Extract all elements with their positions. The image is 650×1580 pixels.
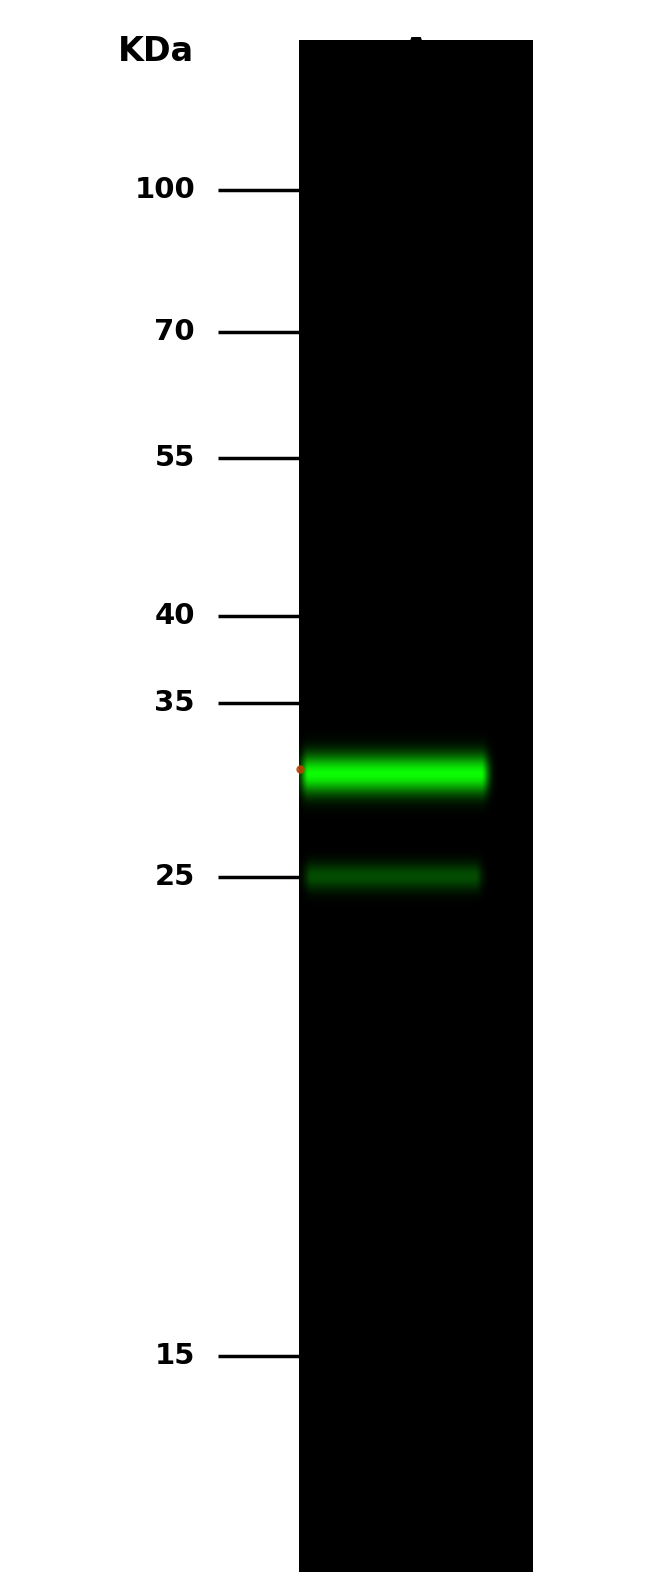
Bar (299, 40, 533, 1572)
Text: 70: 70 (155, 318, 195, 346)
Text: 40: 40 (155, 602, 195, 630)
Text: 55: 55 (155, 444, 195, 472)
Text: 15: 15 (155, 1341, 195, 1370)
Text: 100: 100 (135, 175, 195, 204)
Text: A: A (400, 35, 432, 77)
Text: KDa: KDa (118, 35, 194, 68)
Text: 25: 25 (155, 863, 195, 891)
Text: 35: 35 (155, 689, 195, 717)
